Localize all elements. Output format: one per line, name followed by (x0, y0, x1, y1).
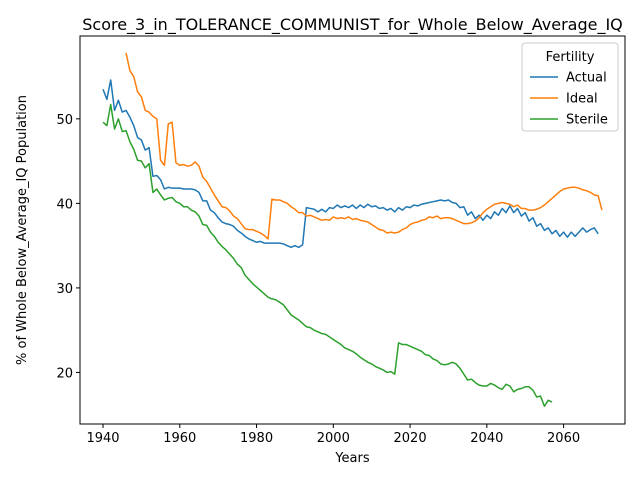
legend-label: Actual (566, 71, 607, 86)
y-axis-ticks: 20 30 40 50 (56, 113, 80, 381)
legend-items: Actual Ideal Sterile (530, 71, 608, 128)
series-line-actual (102, 79, 599, 249)
y-tick-label: 40 (56, 197, 73, 212)
plot-lines (102, 52, 603, 407)
x-tick-label: 2040 (470, 431, 503, 446)
chart-title: Score_3_in_TOLERANCE_COMMUNIST_for_Whole… (82, 15, 623, 35)
x-tick-label: 2060 (547, 431, 580, 446)
x-tick-label: 2000 (317, 431, 350, 446)
x-axis-label: Years (334, 451, 370, 466)
legend-label: Sterile (566, 113, 608, 128)
series-line-ideal (125, 52, 603, 240)
y-tick-label: 20 (56, 366, 73, 381)
legend-label: Ideal (566, 92, 598, 107)
y-tick-label: 30 (56, 282, 73, 297)
plot-frame (79, 35, 626, 425)
x-tick-label: 1980 (240, 431, 273, 446)
y-axis-label: % of Whole Below_Average_IQ Population (15, 95, 30, 365)
series-line-sterile (102, 103, 553, 407)
legend-box (521, 42, 619, 132)
x-tick-label: 2020 (394, 431, 427, 446)
legend-title: Fertility (546, 50, 595, 65)
legend: Fertility Actual Ideal Sterile (521, 42, 619, 132)
y-tick-label: 50 (56, 113, 73, 128)
x-tick-label: 1960 (163, 431, 196, 446)
x-axis-ticks: 1940 1960 1980 2000 2020 2040 2060 (86, 424, 580, 446)
x-tick-label: 1940 (86, 431, 119, 446)
